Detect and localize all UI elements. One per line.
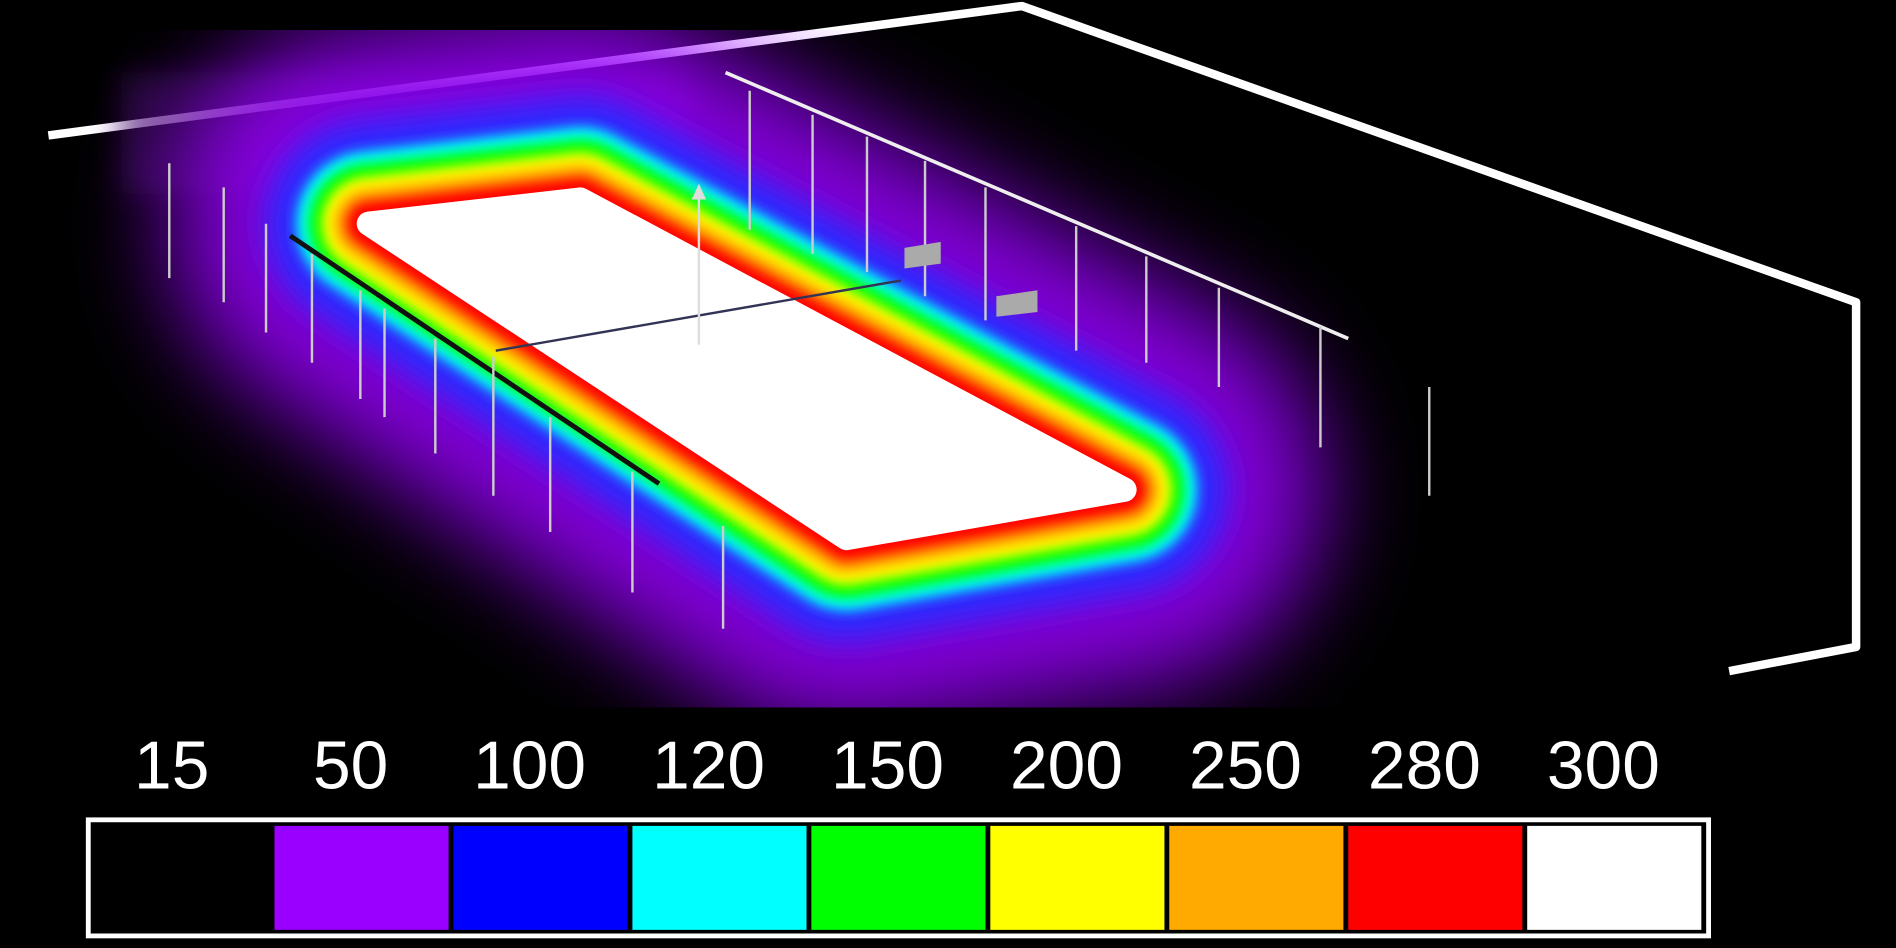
legend: 15 50 100 120 150 200 250 280 300 xyxy=(85,728,1711,939)
legend-swatch xyxy=(808,823,988,933)
illuminance-map xyxy=(169,0,1325,738)
legend-swatch xyxy=(987,823,1167,933)
light-poles xyxy=(168,70,1431,629)
legend-label: 150 xyxy=(831,728,944,803)
legend-swatch xyxy=(451,823,630,933)
legend-frame xyxy=(85,817,1711,939)
legend-label: 250 xyxy=(1189,728,1302,803)
legend-label: 15 xyxy=(134,728,209,803)
legend-label: 50 xyxy=(313,728,388,803)
legend-swatch xyxy=(629,823,809,933)
zone-300 xyxy=(356,187,1137,551)
benches xyxy=(904,241,1038,317)
legend-label: 200 xyxy=(1010,728,1123,803)
legend-label: 120 xyxy=(652,728,765,803)
legend-label: 100 xyxy=(473,728,586,803)
legend-swatch xyxy=(1524,823,1704,933)
legend-swatch xyxy=(1166,823,1346,933)
legend-label: 300 xyxy=(1547,728,1660,803)
legend-label: 280 xyxy=(1368,728,1481,803)
legend-swatch xyxy=(93,823,273,933)
legend-swatch xyxy=(1345,823,1525,933)
legend-swatch xyxy=(272,823,452,933)
